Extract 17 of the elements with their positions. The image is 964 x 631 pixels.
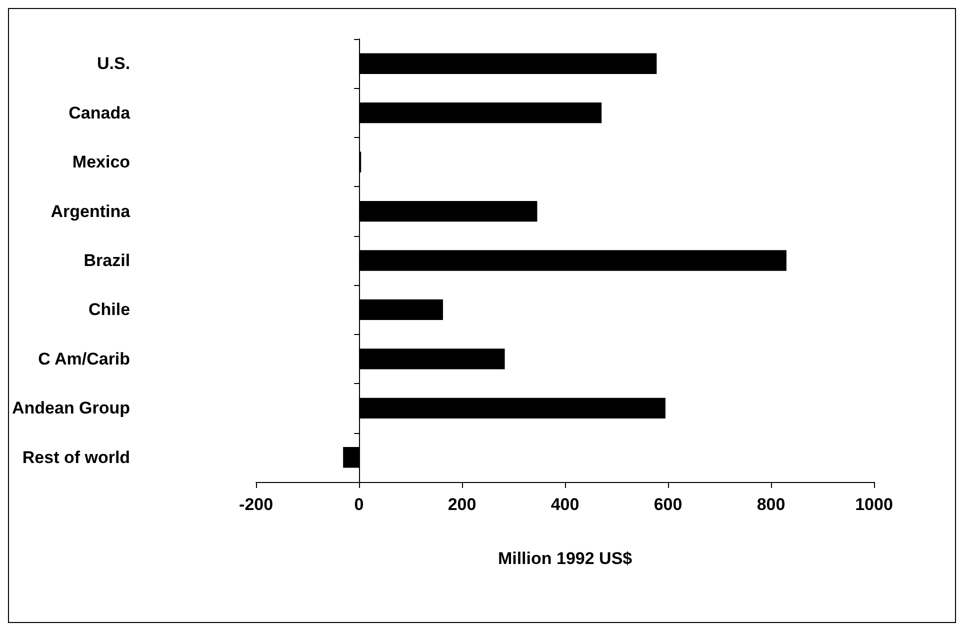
- y-tick-label: Argentina: [50, 202, 131, 221]
- x-axis-title: Million 1992 US$: [498, 549, 633, 568]
- x-tick-label: 1000: [855, 495, 893, 514]
- y-tick-label: Andean Group: [12, 398, 130, 418]
- x-tick-label: 400: [550, 495, 580, 514]
- y-tick-label: C Am/Carib: [38, 349, 130, 368]
- x-tick-label: 0: [354, 495, 364, 514]
- y-tick-label: U.S.: [96, 54, 130, 74]
- y-tick-label: Rest of world: [22, 448, 130, 467]
- x-tick-label: 600: [654, 495, 682, 514]
- x-tick-label: 200: [448, 495, 476, 514]
- x-tick-label: -200: [239, 495, 274, 514]
- y-tick-label: Chile: [88, 300, 130, 320]
- y-tick-label: Mexico: [72, 152, 130, 172]
- y-tick-label: Canada: [68, 103, 131, 122]
- x-tick-label: 800: [756, 495, 786, 514]
- y-tick-label: Brazil: [84, 251, 130, 270]
